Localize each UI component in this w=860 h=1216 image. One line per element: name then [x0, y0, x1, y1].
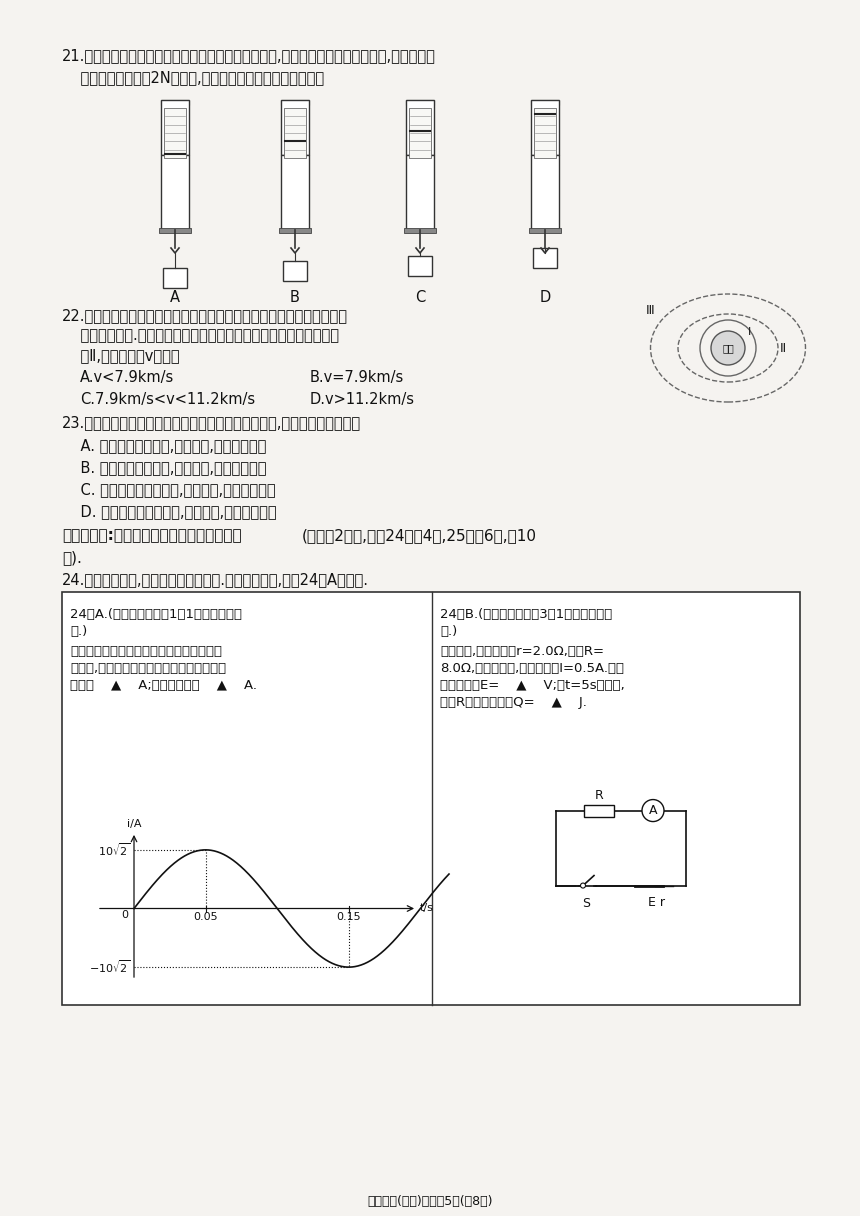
Bar: [406, 154, 434, 230]
Text: $10\sqrt{2}$: $10\sqrt{2}$: [98, 841, 130, 858]
Circle shape: [642, 800, 664, 822]
Text: 分).: 分).: [62, 550, 82, 565]
Text: A: A: [170, 289, 180, 305]
Text: 源的电动势E=    ▲    V;在t=5s时间内,: 源的电动势E= ▲ V;在t=5s时间内,: [440, 679, 624, 692]
Bar: [531, 100, 559, 105]
Bar: [406, 100, 434, 105]
Text: 电阻R产生的焦耳热Q=    ▲    J.: 电阻R产生的焦耳热Q= ▲ J.: [440, 696, 587, 709]
Text: B: B: [290, 289, 300, 305]
Bar: [163, 268, 187, 288]
Text: 道Ⅱ,其发射速度v应满足: 道Ⅱ,其发射速度v应满足: [62, 348, 180, 364]
Text: 的图象,根据图象可知该正弦交变电流的电流: 的图象,根据图象可知该正弦交变电流的电流: [70, 662, 226, 675]
Text: R: R: [594, 788, 604, 801]
Text: (本部分2小题,其中24小题4分,25小题6分,共10: (本部分2小题,其中24小题4分,25小题6分,共10: [302, 528, 537, 544]
Text: B.v=7.9km/s: B.v=7.9km/s: [310, 370, 404, 385]
Text: E r: E r: [648, 895, 665, 908]
Text: 22.长十一火箭主要针对太阳同步轨道单星、多星、星座组网和补网提供: 22.长十一火箭主要针对太阳同步轨道单星、多星、星座组网和补网提供: [62, 308, 348, 323]
Text: 8.0Ω,开关闭合后,电流表示数I=0.5A.则电: 8.0Ω,开关闭合后,电流表示数I=0.5A.则电: [440, 662, 624, 675]
Bar: [161, 154, 189, 230]
Text: Ⅱ: Ⅱ: [780, 342, 786, 355]
Text: 24.本题为选做题,考生只选择一题作答.若两题都作答,则按24－A题计分.: 24.本题为选做题,考生只选择一题作答.若两题都作答,则按24－A题计分.: [62, 572, 369, 587]
Text: 21.可重复使用返回式卫星返回地球着地前竖直减速时,在卫星中悬挂一弹簧测力计,弹簧测力计: 21.可重复使用返回式卫星返回地球着地前竖直减速时,在卫星中悬挂一弹簧测力计,弹…: [62, 47, 436, 63]
Bar: [159, 229, 191, 233]
Text: t/s: t/s: [420, 903, 434, 913]
Bar: [279, 229, 311, 233]
Text: Ⅲ: Ⅲ: [646, 304, 654, 316]
Text: 快速发射服务.若某次发射卫星时要将卫星直接送入绕地球的椭圆轨: 快速发射服务.若某次发射卫星时要将卫星直接送入绕地球的椭圆轨: [62, 328, 339, 343]
Bar: [283, 261, 307, 281]
Bar: [533, 248, 557, 268]
Text: 24－A.(本题供使用选修1－1教材的考生作: 24－A.(本题供使用选修1－1教材的考生作: [70, 608, 242, 621]
Text: 二、填空题:把答案填在答题卡相应的横线上: 二、填空题:把答案填在答题卡相应的横线上: [62, 528, 242, 544]
Bar: [408, 257, 432, 276]
Bar: [406, 100, 434, 154]
Bar: [164, 108, 186, 158]
Text: 如图所示,电源的内阻r=2.0Ω,电阻R=: 如图所示,电源的内阻r=2.0Ω,电阻R=: [440, 644, 604, 658]
Bar: [529, 229, 561, 233]
Text: C: C: [415, 289, 425, 305]
Circle shape: [580, 883, 586, 888]
Text: 答.): 答.): [440, 625, 458, 638]
Text: S: S: [582, 896, 590, 910]
Bar: [281, 100, 309, 154]
Text: 地球: 地球: [722, 343, 734, 353]
Text: i/A: i/A: [126, 820, 141, 829]
Bar: [409, 108, 431, 158]
Text: 峰值是    ▲    A;电流有效值是    ▲    A.: 峰值是 ▲ A;电流有效值是 ▲ A.: [70, 679, 257, 692]
Text: 0.05: 0.05: [194, 912, 218, 923]
Text: A. 卫星的机械能守恒,动能增加,重力势能减少: A. 卫星的机械能守恒,动能增加,重力势能减少: [62, 438, 267, 454]
Text: C. 卫星的机械能不守恒,动能增加,重力势能减少: C. 卫星的机械能不守恒,动能增加,重力势能减少: [62, 482, 275, 497]
Text: 高二物理(必修)试卷第5页(共8页): 高二物理(必修)试卷第5页(共8页): [367, 1195, 493, 1207]
Bar: [284, 108, 306, 158]
Bar: [161, 100, 189, 154]
Text: 如图所示是一个按正弦规律变化的交变电流: 如图所示是一个按正弦规律变化的交变电流: [70, 644, 222, 658]
Bar: [161, 100, 189, 105]
Bar: [404, 229, 436, 233]
Text: B. 卫星的机械能守恒,动能减少,重力势能增加: B. 卫星的机械能守恒,动能减少,重力势能增加: [62, 460, 267, 475]
Bar: [62, 592, 800, 1004]
Circle shape: [711, 331, 745, 365]
Bar: [531, 154, 559, 230]
Bar: [584, 805, 614, 817]
Bar: [281, 100, 309, 105]
Text: D. 卫星的机械能不守恒,动能减少,重力势能减少: D. 卫星的机械能不守恒,动能减少,重力势能减少: [62, 503, 277, 519]
Text: $-10\sqrt{2}$: $-10\sqrt{2}$: [89, 958, 130, 975]
Text: I: I: [748, 327, 752, 337]
Bar: [531, 100, 559, 154]
Text: 的秤钩上挂一个重2N的物体,弹簧测力计示数可能是下图中的: 的秤钩上挂一个重2N的物体,弹簧测力计示数可能是下图中的: [62, 71, 324, 85]
Text: 23.可重复使用返回式卫星返回地球落地前减速过程中,下列说法中正确的是: 23.可重复使用返回式卫星返回地球落地前减速过程中,下列说法中正确的是: [62, 415, 361, 430]
Bar: [534, 108, 556, 158]
Text: A.v<7.9km/s: A.v<7.9km/s: [80, 370, 175, 385]
Text: A: A: [648, 804, 657, 817]
Text: D: D: [539, 289, 550, 305]
Bar: [281, 154, 309, 230]
Text: 0: 0: [121, 911, 128, 921]
Text: 答.): 答.): [70, 625, 87, 638]
Text: D.v>11.2km/s: D.v>11.2km/s: [310, 392, 415, 407]
Text: C.7.9km/s<v<11.2km/s: C.7.9km/s<v<11.2km/s: [80, 392, 255, 407]
Text: 0.15: 0.15: [336, 912, 361, 923]
Text: 24－B.(本题供使用选修3－1教材的考生作: 24－B.(本题供使用选修3－1教材的考生作: [440, 608, 612, 621]
